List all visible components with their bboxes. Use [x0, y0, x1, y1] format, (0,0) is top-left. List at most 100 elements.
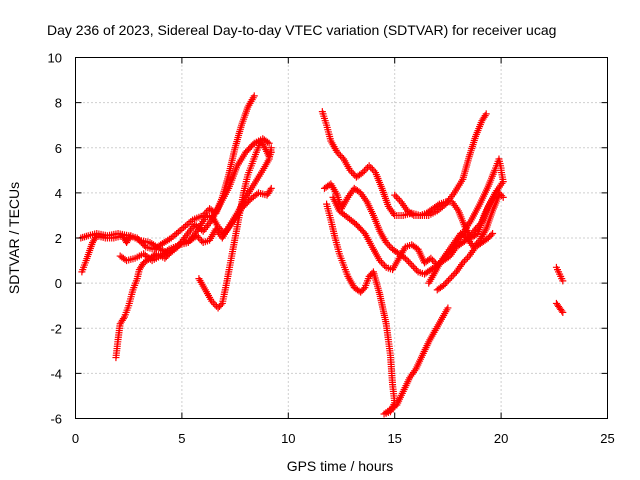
- data-point: [409, 263, 417, 271]
- series-arc-l: [433, 229, 497, 294]
- series-arc-e: [195, 137, 275, 312]
- data-point: [559, 277, 567, 285]
- data-point: [217, 226, 225, 234]
- data-point: [209, 299, 217, 307]
- data-point: [444, 276, 452, 284]
- data-point: [163, 247, 171, 255]
- data-point: [392, 193, 400, 201]
- y-tick-label: 8: [55, 96, 62, 111]
- data-point: [367, 163, 375, 171]
- data-point: [446, 275, 454, 283]
- data-point: [365, 162, 373, 170]
- data-point: [346, 166, 354, 174]
- data-point: [384, 240, 392, 248]
- data-point: [495, 191, 503, 199]
- axis-ticks: 0 5 10 15 20 25 -6 -4 -2 0 2 4 6 8 10: [48, 51, 615, 447]
- data-point: [489, 229, 497, 237]
- data-point: [266, 186, 274, 194]
- data-point: [385, 242, 393, 250]
- data-point: [449, 271, 457, 279]
- data-point: [194, 233, 202, 241]
- data-point: [382, 239, 390, 247]
- data-point: [413, 266, 421, 274]
- x-tick-label: 20: [494, 431, 508, 446]
- y-tick-label: -6: [50, 412, 62, 427]
- data-point: [348, 168, 356, 176]
- data-point: [434, 201, 442, 209]
- data-point: [216, 224, 224, 232]
- data-point: [140, 242, 148, 250]
- series-arc-n: [552, 299, 567, 316]
- data-point: [119, 315, 127, 323]
- data-point: [379, 260, 387, 268]
- data-point: [443, 278, 451, 286]
- data-point: [360, 167, 368, 175]
- data-point: [448, 273, 456, 281]
- data-point: [401, 254, 409, 262]
- x-axis-label: GPS time / hours: [287, 458, 394, 474]
- y-tick-label: 0: [55, 276, 62, 291]
- y-tick-label: 4: [55, 186, 62, 201]
- data-point: [338, 153, 346, 161]
- data-point: [336, 152, 344, 160]
- data-point: [428, 256, 436, 264]
- y-tick-label: -2: [50, 321, 62, 336]
- data-point: [253, 190, 261, 198]
- data-point: [208, 297, 216, 305]
- y-tick-label: 2: [55, 231, 62, 246]
- data-point: [441, 280, 449, 288]
- data-point: [265, 139, 273, 147]
- data-point: [198, 237, 206, 245]
- data-point: [211, 301, 219, 309]
- data-point: [370, 167, 378, 175]
- data-point: [217, 301, 225, 309]
- y-tick-label: -4: [50, 366, 62, 381]
- data-point: [481, 112, 489, 120]
- data-point: [359, 285, 367, 293]
- data-point: [444, 304, 452, 312]
- x-tick-label: 15: [387, 431, 401, 446]
- data-point: [408, 261, 416, 269]
- y-tick-label: 10: [48, 51, 62, 66]
- grid-lines: [75, 57, 608, 419]
- data-point: [196, 235, 204, 243]
- data-point: [381, 262, 389, 270]
- data-point: [430, 258, 438, 266]
- data-point: [267, 184, 275, 192]
- data-point: [391, 191, 399, 199]
- x-tick-label: 5: [178, 431, 185, 446]
- x-tick-label: 10: [281, 431, 295, 446]
- data-point: [482, 110, 490, 118]
- data-point: [264, 138, 272, 146]
- data-point: [427, 254, 435, 262]
- data-point: [487, 231, 495, 239]
- data-point: [377, 258, 385, 266]
- data-point: [459, 259, 467, 267]
- x-tick-label: 25: [600, 431, 614, 446]
- data-point: [559, 308, 567, 316]
- data-point: [214, 223, 222, 231]
- data-point: [394, 195, 402, 203]
- data-point: [403, 256, 411, 264]
- data-point: [368, 165, 376, 173]
- y-tick-label: 6: [55, 141, 62, 156]
- data-point: [493, 187, 501, 195]
- data-point: [333, 148, 341, 156]
- y-axis-label: SDTVAR / TECUs: [6, 182, 22, 294]
- data-point: [335, 150, 343, 158]
- data-point: [497, 166, 505, 174]
- data-point: [376, 257, 384, 265]
- chart-title: Day 236 of 2023, Sidereal Day-to-day VTE…: [47, 22, 556, 38]
- data-point: [558, 307, 566, 315]
- data-point: [462, 255, 470, 263]
- data-point: [408, 210, 416, 218]
- data-point: [349, 170, 357, 178]
- series-arc-d: [116, 184, 275, 265]
- data-point: [411, 264, 419, 272]
- data-point: [460, 257, 468, 265]
- data-point: [405, 258, 413, 266]
- series-arc-m: [552, 263, 567, 285]
- data-point: [359, 169, 367, 177]
- series-arc-h: [323, 200, 452, 418]
